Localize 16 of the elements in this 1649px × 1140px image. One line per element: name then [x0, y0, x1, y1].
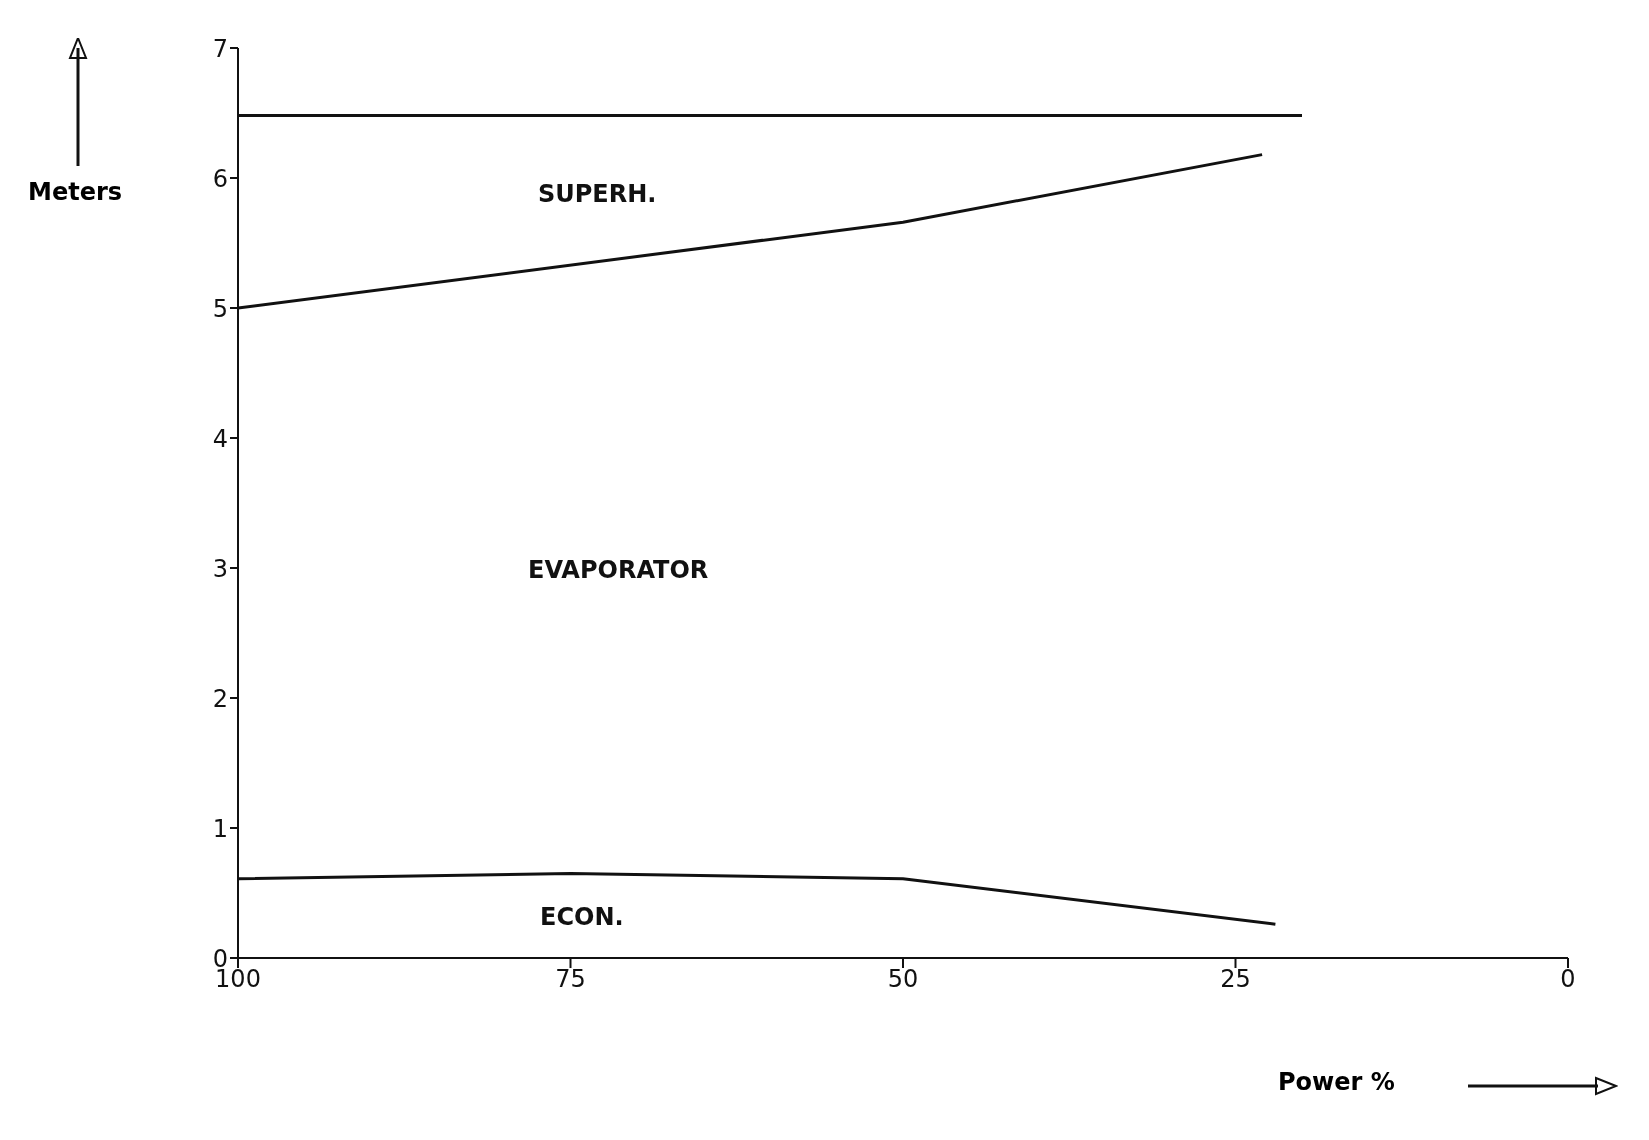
- y-tick-label: 5: [212, 294, 228, 323]
- annotation: ECON.: [540, 903, 624, 931]
- y-tick-label: 1: [212, 814, 228, 843]
- y-tick-label: 4: [212, 424, 228, 453]
- x-tick-label: 75: [555, 965, 586, 994]
- y-tick-label: 2: [212, 684, 228, 713]
- y-axis-title: Meters: [28, 178, 123, 206]
- x-axis-title: Power %: [1278, 1068, 1395, 1096]
- y-tick-label: 7: [212, 34, 228, 63]
- annotation: SUPERH.: [538, 180, 657, 208]
- x-tick-label: 25: [1220, 965, 1251, 994]
- y-tick-label: 6: [212, 164, 228, 193]
- annotation: EVAPORATOR: [528, 556, 709, 584]
- x-tick-label: 50: [887, 965, 919, 994]
- x-tick-label: 0: [1560, 965, 1576, 994]
- y-tick-label: 3: [212, 554, 228, 583]
